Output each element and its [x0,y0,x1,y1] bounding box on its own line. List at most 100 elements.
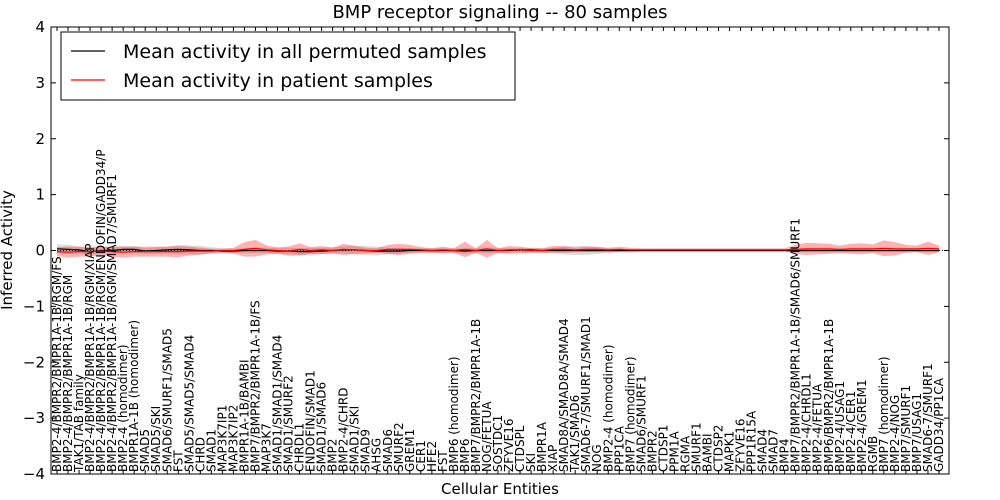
category-label: SMAD6/SMURF1 [634,375,648,472]
category-label: CTDSP1 [656,425,670,472]
category-label: SMAD6-7/SMURF1/SMAD1 [579,316,593,472]
category-label: BMP2-4/CHRD [337,388,351,472]
category-label: BMP2-4 (homodimer) [601,344,615,472]
category-label: GREM1 [403,429,417,472]
category-label: MAPK1 [723,431,737,472]
category-label: SMAD5/SMAD5/SMAD4 [182,335,196,472]
category-label: FST [171,450,185,472]
category-label: SMURF1 [690,422,704,472]
category-label: BMP2-4/FETUA [811,383,825,472]
category-label: BMP6 (homodimer) [447,356,461,472]
y-tick-label: −2 [23,353,45,371]
category-label: SMAD4 [756,429,770,472]
chart-title: BMP receptor signaling -- 80 samples [332,2,667,23]
category-label: BMP7 (homodimer) [877,356,891,472]
category-label: BMPR1A [535,421,549,472]
category-label: SMURF2 [392,422,406,472]
category-label: BMP4 [778,439,792,472]
category-label: SMAD1/SKI [348,406,362,472]
line-series-1 [56,247,940,253]
category-label: SOSTDC1 [491,415,505,472]
category-label: SMAD6/SMURF1/SMAD5 [160,328,174,472]
category-label: PPP1R15A [745,410,759,472]
legend-label-patient: Mean activity in patient samples [123,70,433,92]
category-label: BMP7/BMPR2/BMPR1A-1B/FS [249,300,263,472]
y-tick-label: 4 [35,18,45,36]
category-label: BAMBI [701,433,715,472]
y-tick-label: 0 [35,242,45,260]
category-label: BMPR1A-1B (homodimer) [127,320,141,472]
category-label: ENDOFIN/SMAD1 [304,370,318,472]
y-tick-label: 2 [35,130,45,148]
category-label: BMP6 [458,439,472,472]
category-label: MAP3K7 [260,423,274,472]
category-label: PPP1CA [612,425,626,472]
band-series-1 [57,239,939,258]
category-label: BMP2-4/CER1 [844,391,858,472]
legend: Mean activity in all permuted samples Me… [60,31,516,101]
category-label: BMP2-4/GREM1 [855,379,869,472]
category-label: TAK1/SMAD6 [568,395,582,473]
category-label: BMPR1A-1B/BAMBI [237,359,251,472]
category-label: SMAD9 [359,429,373,472]
y-tick-label: −4 [23,465,45,483]
category-label: BMP2-4/USAG1 [833,381,847,472]
category-label: CHRD [193,437,207,472]
category-label: BMP2 [326,439,340,472]
category-label: GADD34/PP1CA [932,377,946,472]
category-label: BMP2-4/BMPR2/BMPR1A-1B/RGM [61,275,75,472]
y-axis-ticks: 4 3 2 1 0 −1 −2 −3 −4 [23,18,949,483]
category-label: RGMA [678,435,692,472]
category-label: NOG [590,444,604,472]
y-tick-label: −1 [23,297,45,315]
y-tick-label: −3 [23,409,45,427]
category-label: SMAD8A/SMAD8A/SMAD4 [557,318,571,472]
y-tick-label: 1 [35,186,45,204]
category-label: SMAD1/SMAD6 [315,382,329,472]
x-axis-ticks: BMP2-4/BMPR2/BMPR1A-1B/RGM/FSBMP2-4/BMPR… [50,27,946,474]
category-label: HFE2 [425,441,439,472]
category-label: SKI [524,453,538,472]
plot-frame [50,26,950,475]
category-label: SMAD6 [381,429,395,472]
category-label: CHRDL1 [293,423,307,472]
category-label: RGMB [866,436,880,472]
category-label: MAP3K7IP2 [226,405,240,472]
category-label: SMAD6-7/SMURF1 [921,363,935,472]
category-label: BMP7 (homodimer) [623,356,637,472]
legend-label-permuted: Mean activity in all permuted samples [123,41,486,63]
category-label: CER1 [414,440,428,472]
category-label: BMP2-4/NOG [888,395,902,472]
category-label: XIAP [546,445,560,472]
category-label: CTDSP2 [712,425,726,472]
category-label: BMP7/BMPR2/BMPR1A-1B/SMAD6/SMURF1 [789,218,803,472]
x-axis-label: Cellular Entities [441,480,559,498]
category-label: BMP7/BMPR2/BMPR1A-1B [469,319,483,472]
category-label: PPM1A [667,431,681,472]
series-lines [56,247,940,253]
category-label: BMP2-4/BMPR2/BMPR1A-1B/RGM/ENDOFIN/GADD3… [94,149,108,472]
category-label: SMAD5/SKI [149,406,163,472]
y-axis-label: Inferred Activity [0,190,16,310]
category-label: BMP7/USAG1 [910,393,924,472]
category-label: CTDSPL [513,425,527,472]
category-label: BMP2-4/CHRDL1 [800,373,814,472]
category-label: BMP6/BMPR2/BMPR1A-1B [822,319,836,472]
category-label: BMP2-4 (homodimer) [116,344,130,472]
category-label: SMAD5 [138,429,152,472]
category-label: FST [436,450,450,472]
category-label: AHSG [370,438,384,472]
category-label: SMAD1/SMURF2 [282,375,296,472]
legend-box [60,31,516,101]
category-label: BMP7/SMURF1 [899,385,913,472]
category-label: BMP2-4/BMPR2/BMPR1A-1B/RGM/FS [50,256,64,472]
category-label: ZFYVE16 [502,418,516,472]
y-tick-label: 3 [35,74,45,92]
category-label: SMAD1/SMAD1/SMAD4 [271,335,285,472]
category-label: MAP3K7IP1 [215,405,229,472]
category-label: BMPR2 [645,430,659,472]
category-label: BMP2-4/BMPR2/BMPR1A-1B/RGM/XIAP [83,243,97,472]
category-label: SMAD1 [204,429,218,472]
category-label: ZFYVE16 [734,418,748,472]
